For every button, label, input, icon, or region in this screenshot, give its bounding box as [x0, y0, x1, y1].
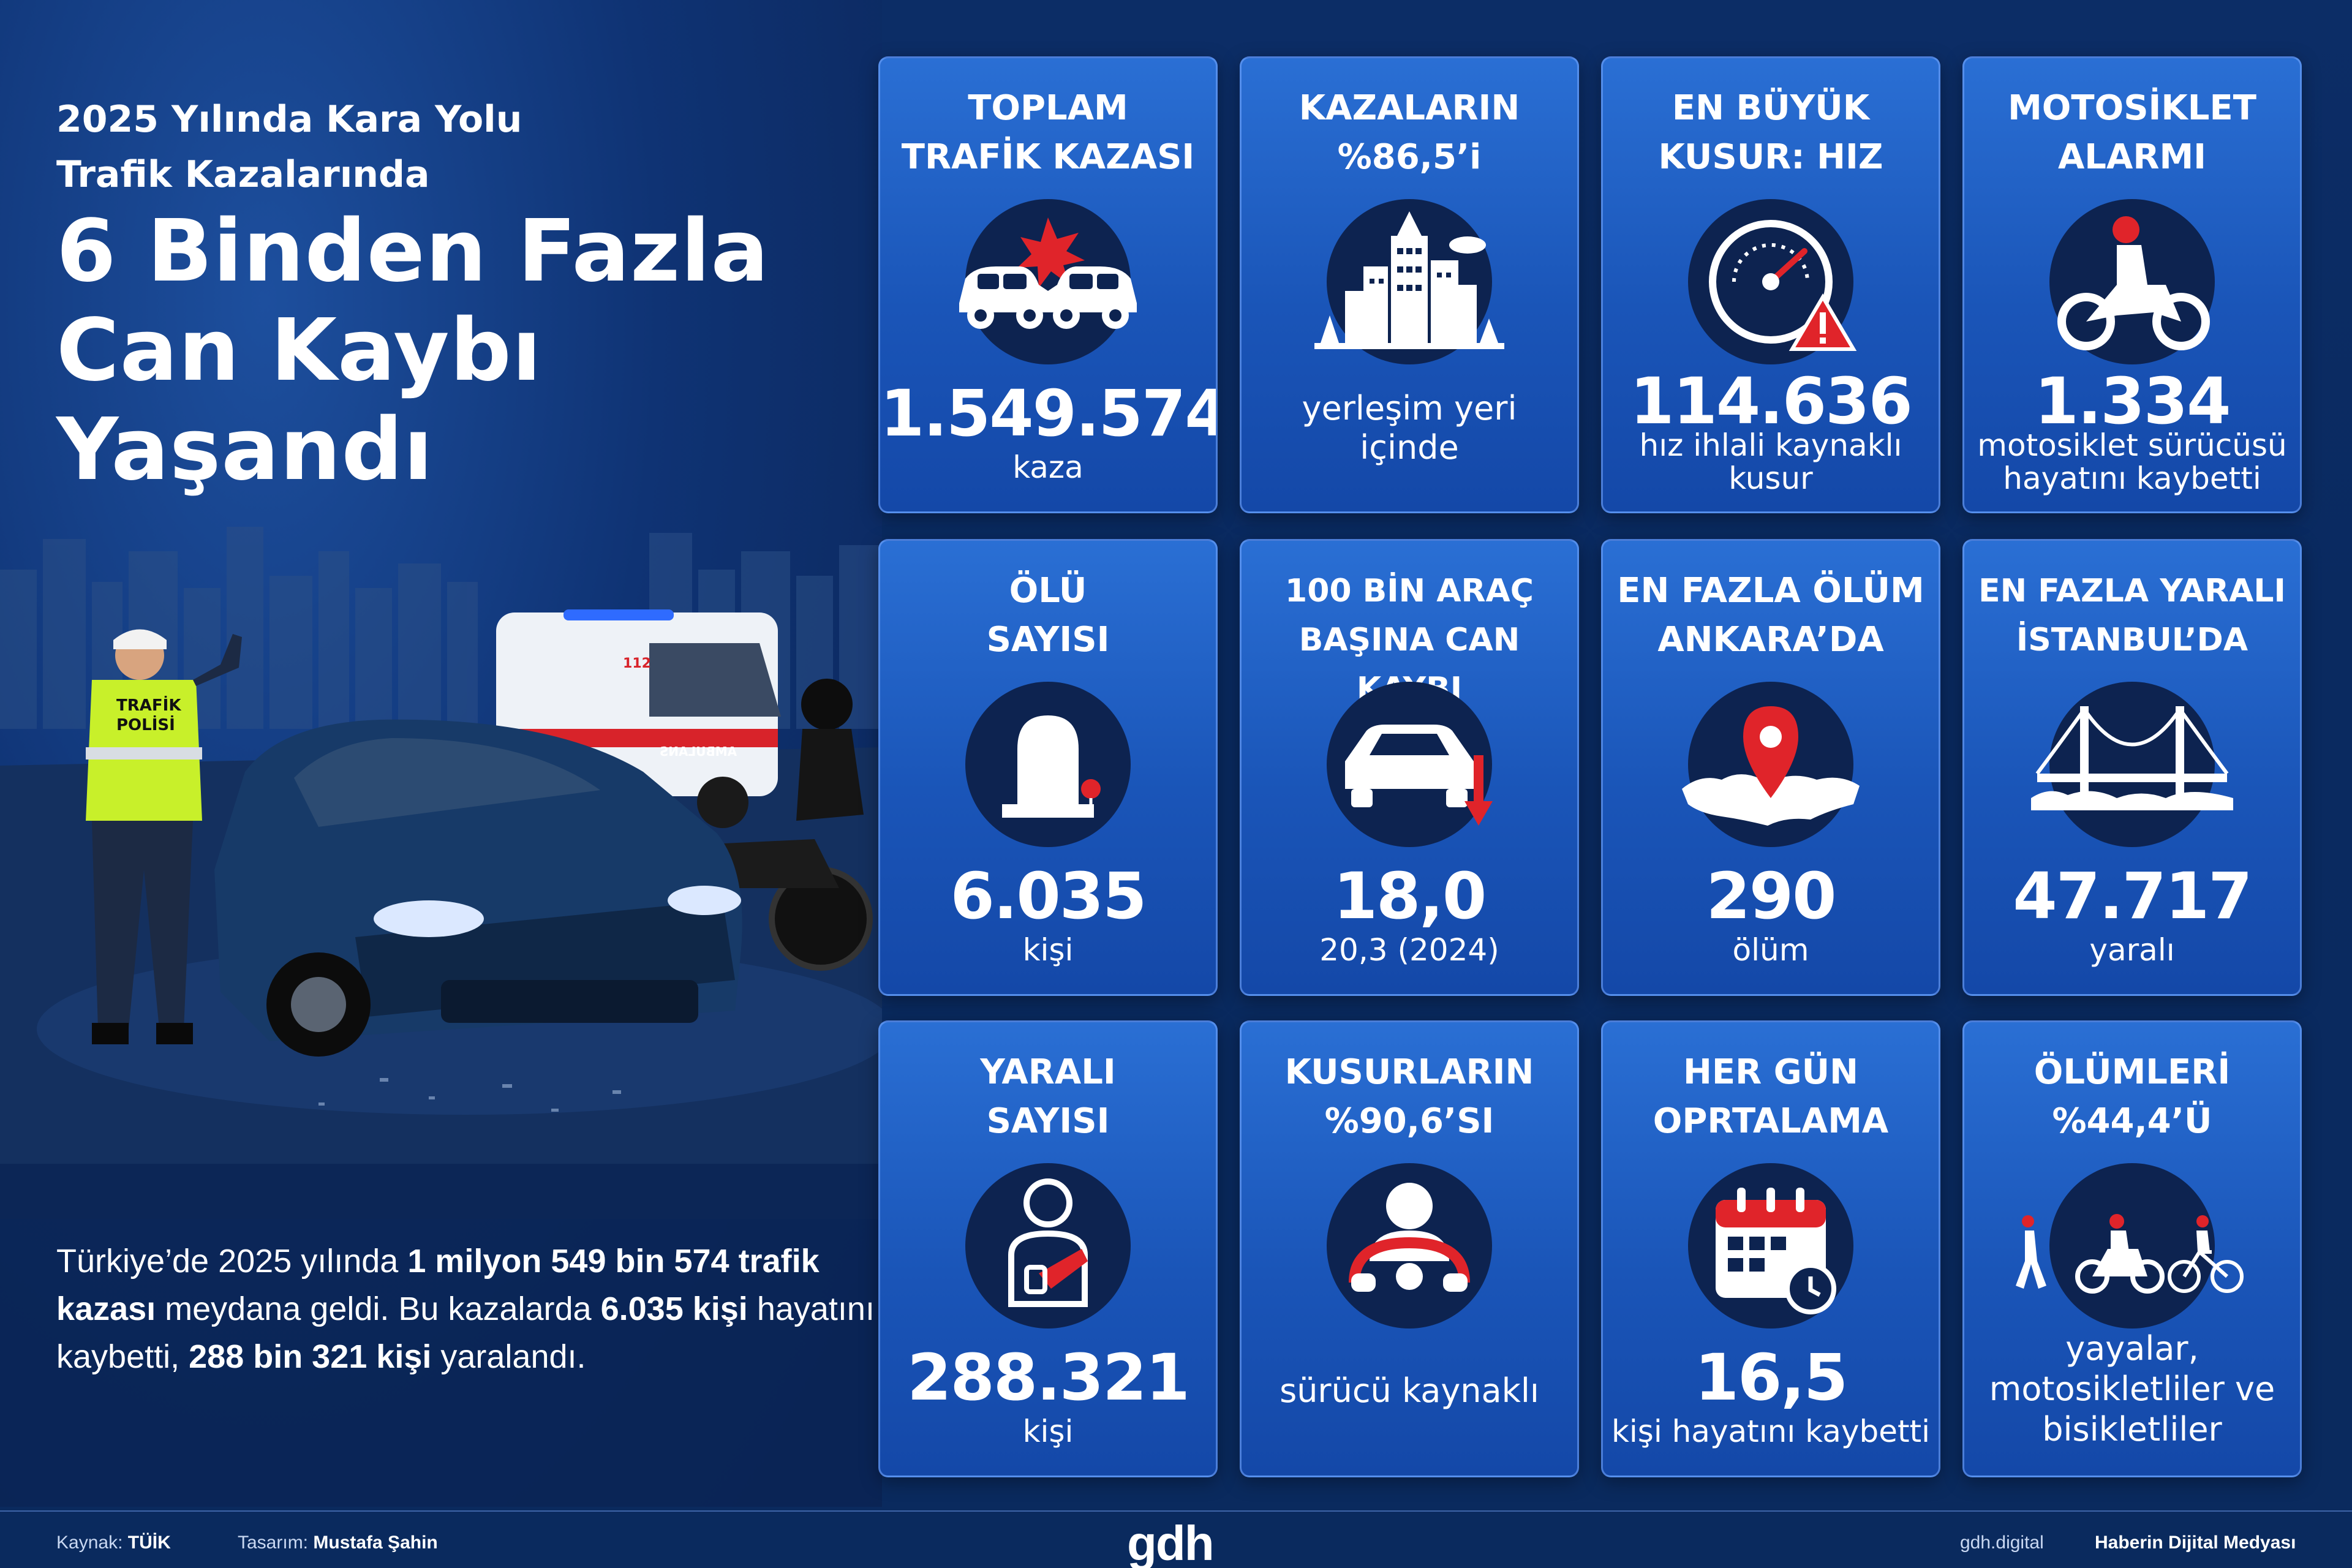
card-description: yerleşim yeri içinde	[1302, 389, 1517, 467]
card-description: yayalar, motosikletliler ve bisikletliler	[1989, 1329, 2275, 1449]
calendar-clock-icon	[1688, 1163, 1853, 1329]
summary-text: Türkiye’de 2025 yılında 1 milyon 549 bin…	[56, 1237, 877, 1381]
card-value: 290	[1706, 859, 1836, 933]
card-speed-fault: EN BÜYÜK KUSUR: HIZ 114.636 hız ihlali ka…	[1601, 56, 1940, 513]
card-title: YARALI SAYISI	[980, 1052, 1116, 1141]
card-title: TOPLAM TRAFİK KAZASI	[901, 88, 1195, 177]
card-title: EN FAZLA YARALI İSTANBUL’DA	[1978, 573, 2286, 658]
hero-panel: 112 AMBULANS	[0, 0, 882, 1507]
headline-line-3: Yaşandı	[56, 400, 434, 500]
speedometer-warning-icon	[1688, 199, 1857, 364]
headline-line-1: 6 Binden Fazla	[56, 202, 769, 301]
tombstone-icon	[965, 682, 1131, 847]
card-unit: kişi	[1022, 932, 1074, 968]
summary-part-2: meydana geldi. Bu kazalarda	[156, 1291, 601, 1327]
injured-person-icon	[965, 1163, 1131, 1329]
card-unit: ölüm	[1732, 932, 1809, 968]
website-text: gdh.digital	[1960, 1532, 2044, 1553]
traffic-police-illustration: TRAFİK POLİSİ	[86, 629, 242, 1044]
card-unit: 20,3 (2024)	[1319, 932, 1499, 968]
subtitle: 2025 Yılında Kara Yolu Trafik Kazalarınd…	[56, 92, 522, 202]
summary-part-1: Türkiye’de 2025 yılında	[56, 1243, 408, 1280]
card-value: 16,5	[1694, 1340, 1849, 1415]
source-credit: Kaynak: TÜİK	[56, 1532, 171, 1553]
bridge-icon	[2031, 682, 2233, 847]
card-driver-fault: KUSURLARIN %90,6’SI sürücü kaynaklı	[1240, 1020, 1579, 1477]
ambulance-side-text: AMBULANS	[660, 744, 737, 759]
summary-part-3: hayatını kaybetti,	[56, 1291, 875, 1375]
card-value: 1.334	[2034, 364, 2231, 439]
card-total-accidents: TOPLAM TRAFİK KAZASI 1.549.574 kaza	[878, 56, 1218, 513]
summary-part-4: yaralandı.	[431, 1338, 586, 1375]
road-users-icon	[2016, 1163, 2244, 1329]
summary-bold-2: 6.035 kişi	[600, 1291, 748, 1327]
card-description: sürücü kaynaklı	[1280, 1371, 1539, 1410]
card-unit: motosiklet sürücüsü hayatını kaybetti	[1977, 428, 2287, 496]
subtitle-line-1: 2025 Yılında Kara Yolu	[56, 98, 522, 141]
motorcycle-rider-icon	[2049, 199, 2215, 364]
map-pin-icon	[1682, 682, 1860, 847]
headline: 6 Binden Fazla Can Kaybı Yaşandı	[56, 202, 769, 500]
police-vest-text-1: TRAFİK	[116, 695, 181, 715]
card-unit: hız ihlali kaynaklı kusur	[1639, 428, 1902, 496]
card-daily-average: HER GÜN OPRTALAMA 16,5 kişi hayatını kayb…	[1601, 1020, 1940, 1477]
car-crash-icon	[959, 199, 1137, 364]
gdh-logo: gdh	[1127, 1516, 1215, 1568]
card-value: 47.717	[2013, 859, 2252, 933]
car-down-arrow-icon	[1327, 682, 1493, 847]
headline-line-2: Can Kaybı	[56, 301, 542, 401]
pedestrian-icon	[2016, 1215, 2046, 1289]
card-title: EN FAZLA ÖLÜM ANKARA’DA	[1617, 571, 1924, 660]
card-title: KAZALARIN %86,5’i	[1298, 88, 1520, 177]
city-icon	[1314, 199, 1504, 364]
card-value: 6.035	[950, 859, 1147, 933]
card-injured: YARALI SAYISI 288.321 kişi	[878, 1020, 1218, 1477]
subtitle-line-2: Trafik Kazalarında	[56, 153, 430, 196]
ambulance-plate: 112	[623, 656, 651, 671]
card-motorcycle-alarm: MOTOSİKLET ALARMI 1.334 motosiklet sürücü…	[1962, 56, 2302, 513]
card-value: 1.549.574	[880, 376, 1218, 451]
crashed-car-illustration	[214, 719, 742, 1057]
card-value: 114.636	[1630, 364, 1913, 439]
card-deaths: ÖLÜ SAYISI 6.035 kişi	[878, 539, 1218, 996]
driver-steering-icon	[1327, 1163, 1492, 1329]
card-unit: kişi	[1022, 1414, 1074, 1449]
card-unit: yaralı	[2089, 932, 2175, 968]
card-vulnerable-road-users: ÖLÜMLERİ %44,4’Ü yayalar, motosikletliler …	[1962, 1020, 2302, 1477]
card-value: 18,0	[1333, 859, 1487, 933]
design-credit: Tasarım: Mustafa Şahin	[238, 1532, 438, 1553]
card-title: ÖLÜ SAYISI	[986, 571, 1110, 660]
slogan-text: Haberin Dijital Medyası	[2095, 1532, 2296, 1553]
card-unit: kaza	[1012, 450, 1084, 485]
summary-bold-1: 1 milyon 549 bin 574 trafik kazası	[56, 1243, 820, 1327]
police-vest-text-2: POLİSİ	[116, 715, 175, 734]
card-unit: kişi hayatını kaybetti	[1611, 1414, 1931, 1449]
card-most-injured-istanbul: EN FAZLA YARALI İSTANBUL’DA 47.717 yaralı	[1962, 539, 2302, 996]
footer: Kaynak: TÜİK Tasarım: Mustafa Şahin gdh …	[0, 1510, 2352, 1568]
card-value: 288.321	[907, 1340, 1190, 1415]
cyclist-icon	[2168, 1215, 2244, 1293]
accident-scene-illustration: 112 AMBULANS	[0, 527, 882, 1507]
card-urban-accidents: KAZALARIN %86,5’i yerleşim yeri içinde	[1240, 56, 1579, 513]
card-title: MOTOSİKLET ALARMI	[2008, 88, 2256, 177]
card-title: HER GÜN OPRTALAMA	[1653, 1052, 1889, 1141]
card-most-deaths-ankara: EN FAZLA ÖLÜM ANKARA’DA 290 ölüm	[1601, 539, 1940, 996]
card-title: KUSURLARIN %90,6’SI	[1284, 1052, 1534, 1141]
summary-bold-3: 288 bin 321 kişi	[189, 1338, 432, 1375]
motorcyclist-icon	[2075, 1214, 2165, 1294]
card-title: ÖLÜMLERİ %44,4’Ü	[2034, 1052, 2231, 1141]
card-title: EN BÜYÜK KUSUR: HIZ	[1658, 88, 1883, 177]
